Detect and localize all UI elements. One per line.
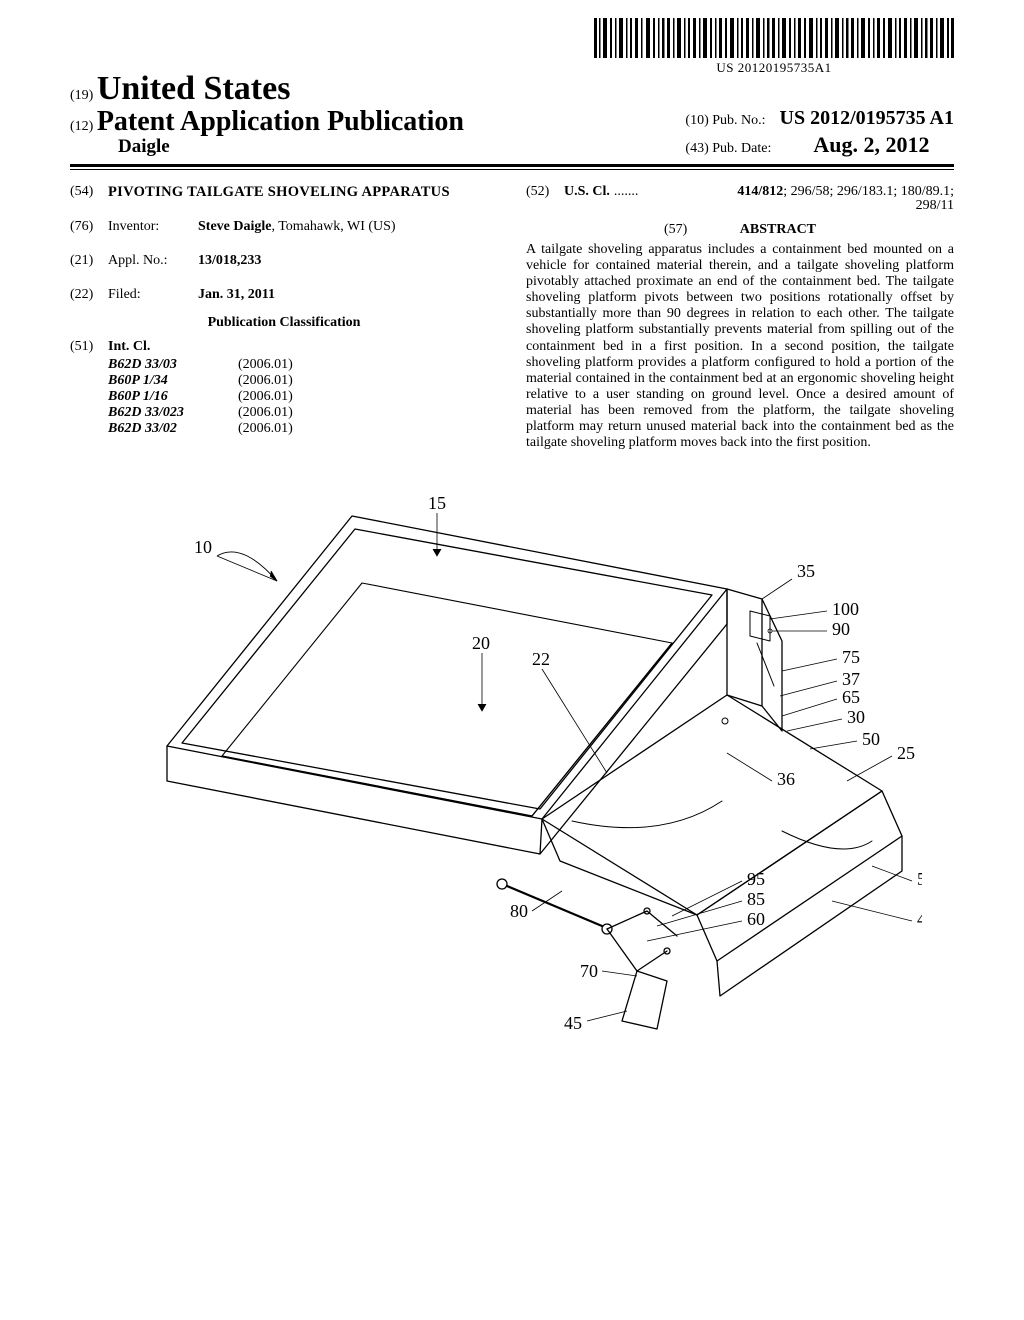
inventor-name: Steve Daigle xyxy=(198,219,271,234)
figure-label-45: 45 xyxy=(564,1013,582,1033)
applno-num: (21) xyxy=(70,253,108,269)
intcl-item: B62D 33/023 (2006.01) xyxy=(108,405,498,421)
uscl-num: (52) xyxy=(526,184,564,200)
intcl-row: (51) Int. Cl. B62D 33/03 (2006.01) B60P … xyxy=(70,339,498,437)
intcl-item: B62D 33/03 (2006.01) xyxy=(108,357,498,373)
figure-label-25: 25 xyxy=(897,743,915,763)
figure-svg: 10 15 20 22 35 100 90 75 37 65 30 50 25 … xyxy=(102,481,922,1041)
document-header: (19) United States (12) Patent Applicati… xyxy=(70,70,954,170)
intcl-code: B62D 33/02 xyxy=(108,421,238,437)
author-name: Daigle xyxy=(70,136,464,158)
uscl-label: U.S. Cl. xyxy=(564,184,610,200)
intcl-year: (2006.01) xyxy=(238,357,328,373)
right-column: (52) U.S. Cl. ....... 414/812; 296/58; 2… xyxy=(526,184,954,451)
country-name: United States xyxy=(97,70,291,107)
inventor-row: (76) Inventor: Steve Daigle, Tomahawk, W… xyxy=(70,219,498,235)
pubclass-heading: Publication Classification xyxy=(70,315,498,331)
barcode-image xyxy=(594,18,954,58)
biblio-columns: (54) PIVOTING TAILGATE SHOVELING APPARAT… xyxy=(70,184,954,451)
inventor-loc: , Tomahawk, WI (US) xyxy=(271,219,395,234)
figure-label-65: 65 xyxy=(842,687,860,707)
figure-label-90: 90 xyxy=(832,619,850,639)
doc-type: Patent Application Publication xyxy=(97,106,464,137)
figure-label-35: 35 xyxy=(797,561,815,581)
uscl-rest: ; 296/58; 296/183.1; 180/89.1; xyxy=(783,184,954,199)
intcl-item: B62D 33/02 (2006.01) xyxy=(108,421,498,437)
pubdate-value: Aug. 2, 2012 xyxy=(813,132,929,157)
abstract-num: (57) xyxy=(664,222,687,237)
uscl-codes: 414/812; 296/58; 296/183.1; 180/89.1; xyxy=(642,184,954,200)
patent-figure: 10 15 20 22 35 100 90 75 37 65 30 50 25 … xyxy=(70,481,954,1041)
uscl-dots: ....... xyxy=(610,184,643,200)
intcl-year: (2006.01) xyxy=(238,405,328,421)
intcl-label: Int. Cl. xyxy=(108,339,498,355)
figure-label-85: 85 xyxy=(747,889,765,909)
figure-label-37: 37 xyxy=(842,669,860,689)
intcl-num: (51) xyxy=(70,339,108,355)
prefix-10: (10) xyxy=(685,113,708,128)
intcl-code: B62D 33/03 xyxy=(108,357,238,373)
uscl-row: (52) U.S. Cl. ....... 414/812; 296/58; 2… xyxy=(526,184,954,200)
applno-value: 13/018,233 xyxy=(198,253,498,269)
left-column: (54) PIVOTING TAILGATE SHOVELING APPARAT… xyxy=(70,184,498,451)
intcl-year: (2006.01) xyxy=(238,389,328,405)
figure-label-75: 75 xyxy=(842,647,860,667)
header-rule-thin xyxy=(70,169,954,170)
prefix-43: (43) xyxy=(685,141,708,156)
figure-label-10: 10 xyxy=(194,537,212,557)
title-num: (54) xyxy=(70,184,108,200)
intcl-year: (2006.01) xyxy=(238,421,328,437)
figure-label-15: 15 xyxy=(428,493,446,513)
figure-label-36: 36 xyxy=(777,769,795,789)
prefix-12: (12) xyxy=(70,119,93,134)
figure-label-50: 50 xyxy=(862,729,880,749)
uscl-main: 414/812 xyxy=(737,184,783,199)
prefix-19: (19) xyxy=(70,88,93,103)
abstract-heading: (57) ABSTRACT xyxy=(526,222,954,238)
figure-label-55: 55 xyxy=(917,869,922,889)
title-row: (54) PIVOTING TAILGATE SHOVELING APPARAT… xyxy=(70,184,498,201)
filed-num: (22) xyxy=(70,287,108,303)
intcl-code: B60P 1/34 xyxy=(108,373,238,389)
pubno-value: US 2012/0195735 A1 xyxy=(780,107,954,129)
uscl-continuation: 298/11 xyxy=(526,198,954,214)
figure-label-22: 22 xyxy=(532,649,550,669)
figure-label-80: 80 xyxy=(510,901,528,921)
intcl-item: B60P 1/16 (2006.01) xyxy=(108,389,498,405)
figure-label-70: 70 xyxy=(580,961,598,981)
figure-label-60: 60 xyxy=(747,909,765,929)
abstract-text: A tailgate shoveling apparatus includes … xyxy=(526,242,954,451)
patent-title: PIVOTING TAILGATE SHOVELING APPARATUS xyxy=(108,184,498,201)
figure-labels: 10 15 20 22 35 100 90 75 37 65 30 50 25 … xyxy=(194,493,922,1033)
inventor-value: Steve Daigle, Tomahawk, WI (US) xyxy=(198,219,498,235)
barcode-text: US 20120195735A1 xyxy=(594,60,954,76)
intcl-item: B60P 1/34 (2006.01) xyxy=(108,373,498,389)
applno-label: Appl. No.: xyxy=(108,253,198,269)
pubdate-label: Pub. Date: xyxy=(712,141,771,156)
figure-label-20: 20 xyxy=(472,633,490,653)
intcl-code: B62D 33/023 xyxy=(108,405,238,421)
filed-label: Filed: xyxy=(108,287,198,303)
abstract-label: ABSTRACT xyxy=(740,222,816,237)
header-rule-thick xyxy=(70,164,954,167)
inventor-num: (76) xyxy=(70,219,108,235)
pubno-label: Pub. No.: xyxy=(712,113,765,128)
figure-label-95: 95 xyxy=(747,869,765,889)
figure-label-40: 40 xyxy=(917,909,922,929)
inventor-label: Inventor: xyxy=(108,219,198,235)
figure-label-100: 100 xyxy=(832,599,859,619)
figure-label-30: 30 xyxy=(847,707,865,727)
filed-row: (22) Filed: Jan. 31, 2011 xyxy=(70,287,498,303)
intcl-table: B62D 33/03 (2006.01) B60P 1/34 (2006.01)… xyxy=(108,357,498,437)
barcode-block: US 20120195735A1 xyxy=(594,18,954,76)
filed-value: Jan. 31, 2011 xyxy=(198,287,498,303)
intcl-year: (2006.01) xyxy=(238,373,328,389)
intcl-code: B60P 1/16 xyxy=(108,389,238,405)
applno-row: (21) Appl. No.: 13/018,233 xyxy=(70,253,498,269)
